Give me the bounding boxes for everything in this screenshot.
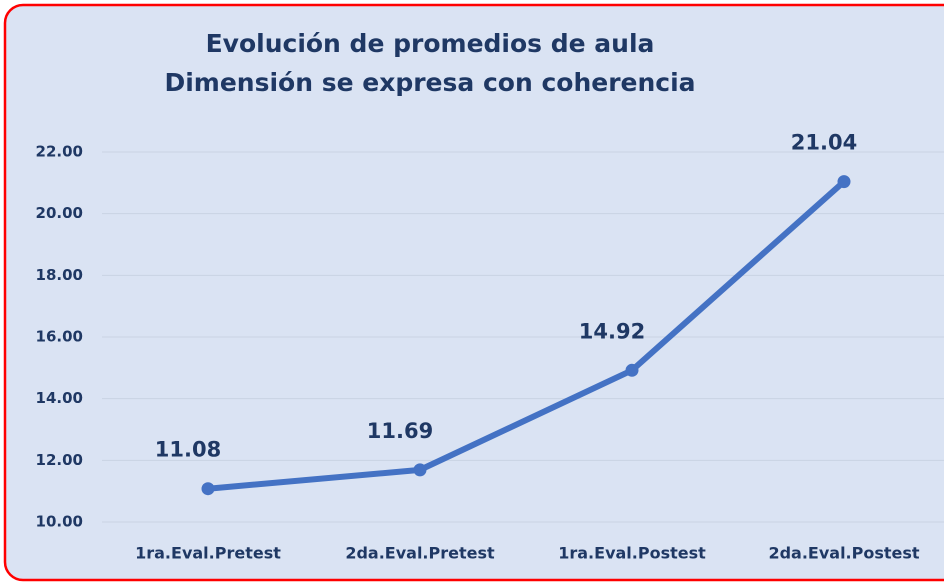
y-tick-label: 14.00 bbox=[36, 389, 83, 407]
y-tick-label: 10.00 bbox=[36, 513, 83, 531]
data-label: 11.69 bbox=[367, 419, 433, 443]
point bbox=[625, 363, 639, 377]
data-label: 14.92 bbox=[579, 319, 645, 343]
chart-frame bbox=[3, 3, 944, 582]
data-label: 21.04 bbox=[791, 131, 857, 155]
x-tick-label: 1ra.Eval.Pretest bbox=[135, 544, 281, 563]
y-tick-label: 12.00 bbox=[36, 451, 83, 469]
x-tick-label: 2da.Eval.Pretest bbox=[345, 544, 495, 563]
y-tick-label: 18.00 bbox=[36, 266, 83, 284]
data-label: 11.08 bbox=[155, 438, 221, 462]
point bbox=[837, 175, 851, 189]
chart-title: Dimensión se expresa con coherencia bbox=[164, 68, 695, 97]
line bbox=[205, 178, 847, 492]
x-tick-label: 2da.Eval.Postest bbox=[768, 544, 919, 563]
y-tick-label: 20.00 bbox=[36, 204, 83, 222]
x-tick-label: 1ra.Eval.Postest bbox=[558, 544, 706, 563]
y-tick-label: 16.00 bbox=[36, 328, 83, 346]
y-tick-label: 22.00 bbox=[36, 143, 83, 161]
point bbox=[413, 463, 427, 477]
chart-title: Evolución de promedios de aula bbox=[206, 29, 655, 58]
point bbox=[201, 482, 215, 496]
